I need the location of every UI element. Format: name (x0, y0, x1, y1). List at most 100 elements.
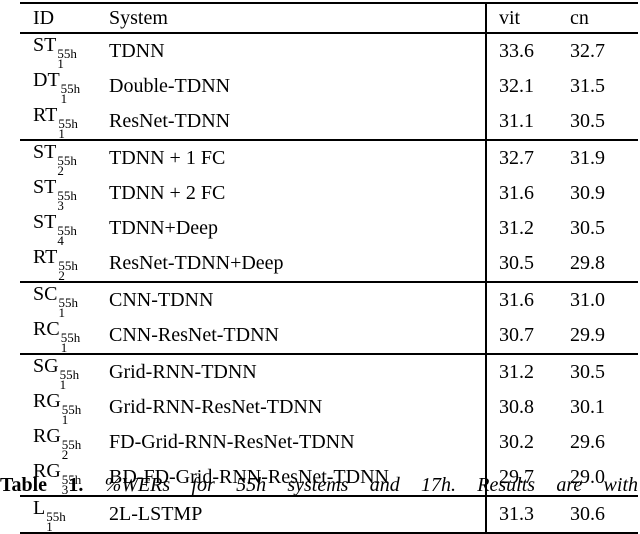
cn-wer: 29.8 (570, 252, 605, 274)
cn-wer: 30.5 (570, 217, 605, 239)
cn-wer: 29.0 (570, 466, 605, 488)
cn-wer: 30.6 (570, 503, 605, 525)
system-id: ST 55h 4 (20, 211, 108, 246)
table-row: RT 55h 1 ResNet-TDNN 31.1 30.5 (20, 104, 638, 140)
vit-wer: 31.6 (485, 176, 558, 211)
id-base: RC (33, 318, 60, 340)
system-id: DT 55h 1 (20, 69, 108, 104)
id-base: DT (33, 69, 60, 91)
table-row: RT 55h 2 ResNet-TDNN+Deep 30.5 29.8 (20, 246, 638, 282)
id-base: RT (33, 104, 58, 126)
column-header-vit: vit (485, 3, 558, 34)
table-row: SC 55h 1 CNN-TDNN 31.6 31.0 (20, 282, 638, 318)
id-scripts: 55h 1 (60, 82, 81, 104)
table-row: ST 55h 3 TDNN + 2 FC 31.6 30.9 (20, 176, 638, 211)
id-scripts: 55h 1 (58, 117, 78, 140)
system-id: ST 55h 2 (20, 140, 108, 176)
system-name: Grid-RNN-ResNet-TDNN (109, 396, 323, 418)
table-row: RC 55h 1 CNN-ResNet-TDNN 30.7 29.9 (20, 318, 638, 354)
table-row: DT 55h 1 Double-TDNN 32.1 31.5 (20, 69, 638, 104)
id-scripts: 55h 2 (58, 258, 78, 282)
cn-wer: 32.7 (570, 40, 605, 62)
table-row: ST 55h 2 TDNN + 1 FC 32.7 31.9 (20, 140, 638, 176)
id-scripts: 55h 2 (57, 154, 77, 176)
id-scripts: 55h 3 (57, 188, 77, 211)
cn-wer: 29.6 (570, 431, 605, 453)
system-id: RC 55h 1 (20, 318, 108, 354)
system-id: ST 55h 3 (20, 176, 108, 211)
id-scripts: 55h 2 (61, 437, 82, 460)
system-name: Double-TDNN (109, 75, 231, 97)
column-header-id: ID (20, 3, 108, 34)
id-superscript: 55h (59, 367, 80, 382)
id-superscript: 55h (61, 437, 82, 452)
paper-results-table: ID System vit cn ST 55h 1 TDNN 33.6 32.7 D… (20, 2, 638, 534)
system-name: TDNN + 1 FC (109, 147, 226, 169)
table-group-tdnn: ST 55h 1 TDNN 33.6 32.7 DT 55h 1 Double-TDNN… (20, 33, 638, 140)
vit-wer: 32.1 (485, 69, 558, 104)
id-scripts: 55h 1 (57, 46, 77, 69)
id-subscript: 1 (59, 377, 67, 390)
cn-wer: 30.5 (570, 110, 605, 132)
system-id: RT 55h 2 (20, 246, 108, 282)
vit-wer: 32.7 (485, 140, 558, 176)
id-scripts: 55h 1 (46, 509, 66, 533)
system-name: Grid-RNN-TDNN (109, 361, 257, 383)
vit-wer: 31.6 (485, 282, 558, 318)
vit-wer: 31.2 (485, 354, 558, 390)
system-name: ResNet-TDNN+Deep (109, 252, 284, 274)
id-scripts: 55h 1 (61, 331, 81, 354)
id-base: ST (33, 34, 57, 56)
id-superscript: 55h (46, 509, 66, 524)
id-subscript: 4 (57, 233, 64, 246)
table-group-tdnn-fc-deep: ST 55h 2 TDNN + 1 FC 32.7 31.9 ST 55h 3 TDNN… (20, 140, 638, 282)
id-superscript: 55h (57, 46, 77, 61)
id-base: RG (33, 460, 61, 482)
id-superscript: 55h (58, 258, 78, 273)
cn-wer: 31.0 (570, 289, 605, 311)
table-row: L 55h 1 2L-LSTMP 31.3 30.6 (20, 496, 638, 533)
caption-label: Table 1. (0, 474, 84, 496)
id-subscript: 1 (57, 56, 64, 69)
id-base: SC (33, 283, 58, 305)
id-scripts: 55h 1 (59, 367, 80, 390)
cn-wer: 30.1 (570, 396, 605, 418)
id-subscript: 1 (60, 91, 68, 104)
system-name: BD-FD-Grid-RNN-ResNet-TDNN (109, 466, 389, 488)
system-id: SG 55h 1 (20, 354, 108, 390)
id-superscript: 55h (57, 188, 77, 203)
id-scripts: 55h 1 (58, 295, 78, 318)
table-row: RG 55h 2 FD-Grid-RNN-ResNet-TDNN 30.2 29.6 (20, 425, 638, 460)
table-group-lstmp: L 55h 1 2L-LSTMP 31.3 30.6 (20, 496, 638, 533)
table-caption: Table 1. %WERs for 55h systems and 17h. … (0, 474, 638, 496)
system-id: RG 55h 1 (20, 390, 108, 425)
id-scripts: 55h 4 (57, 223, 77, 246)
table-row: SG 55h 1 Grid-RNN-TDNN 31.2 30.5 (20, 354, 638, 390)
id-subscript: 1 (61, 412, 69, 425)
cn-wer: 31.9 (570, 147, 605, 169)
vit-wer: 33.6 (485, 33, 558, 69)
table-row: ST 55h 4 TDNN+Deep 31.2 30.5 (20, 211, 638, 246)
column-header-cn: cn (558, 3, 638, 34)
system-name: CNN-ResNet-TDNN (109, 324, 279, 346)
id-base: ST (33, 141, 57, 163)
cn-wer: 30.9 (570, 182, 605, 204)
vit-wer: 31.2 (485, 211, 558, 246)
id-superscript: 55h (57, 223, 77, 238)
table-group-grid-rnn: SG 55h 1 Grid-RNN-TDNN 31.2 30.5 RG 55h 1 Gr… (20, 354, 638, 496)
id-base: L (33, 497, 46, 519)
system-name: ResNet-TDNN (109, 110, 231, 132)
vit-wer: 31.3 (485, 496, 558, 533)
id-subscript: 2 (61, 447, 69, 460)
system-id: SC 55h 1 (20, 282, 108, 318)
system-id: ST 55h 1 (20, 33, 108, 69)
vit-wer: 30.2 (485, 425, 558, 460)
id-superscript: 55h (58, 295, 78, 310)
id-base: RG (33, 390, 61, 412)
id-subscript: 2 (57, 163, 64, 176)
id-subscript: 1 (46, 519, 53, 533)
id-base: SG (33, 355, 59, 377)
id-superscript: 55h (61, 402, 82, 417)
column-header-system: System (108, 3, 486, 34)
vit-wer: 31.1 (485, 104, 558, 140)
